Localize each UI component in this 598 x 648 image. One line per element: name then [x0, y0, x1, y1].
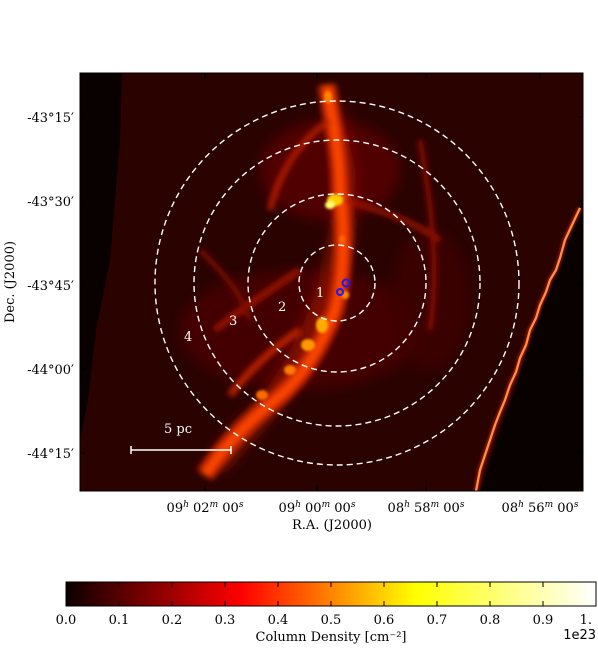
y-tick-label: -43°15′ — [27, 111, 74, 126]
y-tick-label: -44°15′ — [27, 447, 74, 462]
x-ticks — [204, 73, 541, 491]
ring-2 — [247, 193, 427, 373]
colorbar-tick-label: 0.2 — [162, 613, 183, 628]
x-tick-label: 09h 00m 00s — [279, 500, 356, 516]
colorbar-tick-label: 1. — [580, 613, 592, 628]
source-marker — [336, 288, 344, 296]
x-tick-label: 09h 02m 00s — [167, 500, 244, 516]
y-tick-label: -44°00′ — [27, 363, 74, 378]
ring-4 — [154, 100, 520, 466]
y-ticks — [80, 116, 583, 454]
colorbar: 0.0 0.1 0.2 0.3 0.4 0.5 0.6 0.7 0.8 0.9 1. 1e23 Co… — [56, 581, 597, 645]
y-tick-label: -43°30′ — [27, 195, 74, 210]
x-tick-labels: 09h 02m 00s 09h 00m 00s 08h 58m 00s 08h … — [167, 500, 579, 516]
colorbar-tick-label: 0.8 — [480, 613, 501, 628]
ring-label-2: 2 — [278, 300, 286, 315]
colorbar-tick-label: 0.5 — [321, 613, 342, 628]
x-axis-title: R.A. (J2000) — [292, 518, 372, 533]
colorbar-tick-label: 0.7 — [427, 613, 448, 628]
x-tick-label: 08h 56m 00s — [502, 500, 579, 516]
ring-3 — [193, 139, 481, 427]
scale-bar: 5 pc — [130, 422, 232, 454]
density-map: 1 2 3 4 5 pc — [80, 73, 583, 491]
y-tick-label: -43°45′ — [27, 279, 74, 294]
colorbar-tick-label: 0.9 — [533, 613, 554, 628]
scale-bar-label: 5 pc — [164, 422, 192, 437]
colorbar-tick-label: 0.6 — [374, 613, 395, 628]
ring-label-1: 1 — [316, 286, 324, 301]
colorbar-tick-label: 0.4 — [268, 613, 289, 628]
plot-frame — [79, 72, 584, 492]
colorbar-title: Column Density [cm⁻²] — [256, 630, 407, 645]
colorbar-offset-text: 1e23 — [563, 628, 596, 643]
colorbar-tick-label: 0.3 — [215, 613, 236, 628]
ring-label-4: 4 — [184, 330, 192, 345]
y-axis-title: Dec. (J2000) — [3, 241, 18, 323]
colorbar-tick-label: 0.0 — [56, 613, 77, 628]
colorbar-tick-label: 0.1 — [109, 613, 130, 628]
ring-label-3: 3 — [229, 314, 237, 329]
source-marker — [341, 278, 351, 288]
x-tick-label: 08h 58m 00s — [388, 500, 465, 516]
ring-1 — [298, 244, 376, 322]
